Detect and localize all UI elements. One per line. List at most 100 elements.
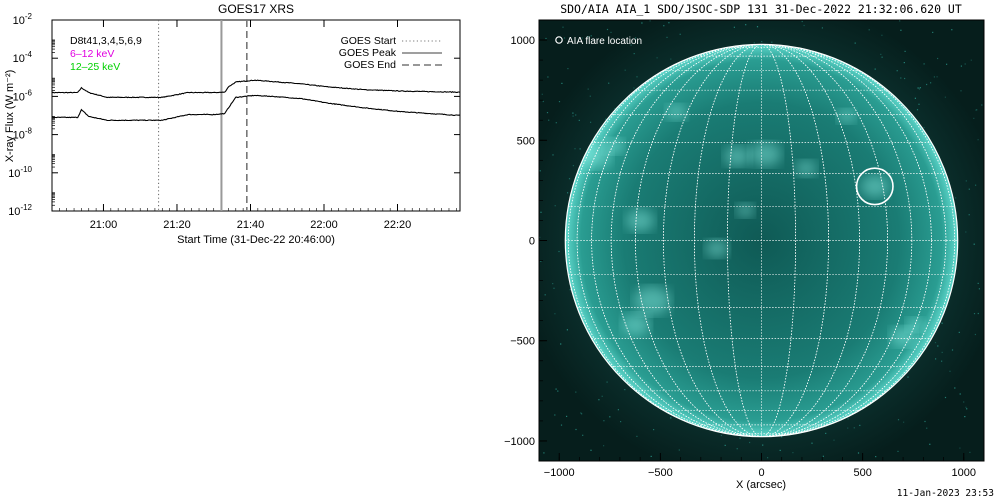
noise-speck — [933, 76, 935, 78]
noise-speck — [581, 37, 583, 39]
noise-speck — [969, 451, 971, 453]
noise-speck — [620, 421, 622, 423]
aia-x-axis-label: X (arcsec) — [736, 479, 786, 491]
solar-limb — [564, 43, 959, 438]
noise-speck — [964, 63, 966, 65]
noise-speck — [739, 437, 741, 439]
noise-speck — [976, 109, 978, 111]
noise-speck — [540, 211, 542, 213]
noise-speck — [946, 63, 948, 65]
noise-speck — [868, 29, 870, 31]
noise-speck — [656, 57, 658, 59]
noise-speck — [663, 25, 665, 27]
noise-speck — [899, 20, 901, 22]
goes-x-axis-label: Start Time (31-Dec-22 20:46:00) — [177, 234, 335, 246]
noise-speck — [548, 119, 550, 121]
noise-speck — [566, 329, 568, 331]
noise-speck — [617, 409, 619, 411]
noise-speck — [792, 452, 794, 454]
goes-chart-title: GOES17 XRS — [218, 2, 294, 16]
noise-speck — [934, 342, 937, 344]
noise-speck — [833, 439, 835, 441]
noise-speck — [919, 87, 921, 89]
noise-speck — [881, 56, 883, 58]
noise-speck — [572, 165, 574, 167]
noise-speck — [749, 441, 751, 444]
noise-speck — [733, 26, 735, 28]
noise-speck — [553, 287, 555, 289]
noise-speck — [557, 390, 559, 392]
noise-speck — [944, 96, 946, 98]
noise-speck — [951, 29, 953, 31]
noise-speck — [958, 331, 960, 333]
noise-speck — [924, 420, 926, 423]
noise-speck — [977, 282, 979, 284]
noise-speck — [567, 192, 569, 194]
noise-speck — [900, 77, 902, 79]
noise-speck — [762, 444, 764, 446]
noise-speck — [606, 381, 608, 383]
noise-speck — [610, 31, 612, 33]
noise-speck — [603, 445, 605, 447]
noise-speck — [941, 360, 943, 362]
noise-speck — [981, 104, 983, 106]
active-region-glow — [705, 239, 729, 258]
noise-speck — [803, 24, 805, 27]
aia-x-tick-label: 500 — [853, 467, 871, 479]
noise-speck — [973, 117, 975, 119]
noise-speck — [753, 42, 755, 44]
noise-speck — [854, 42, 856, 44]
noise-speck — [897, 419, 900, 421]
noise-speck — [555, 388, 557, 390]
goes-xrs-chart: GOES17 XRS 10-210-410-610-810-1010-1221:… — [4, 2, 461, 246]
noise-speck — [964, 416, 966, 418]
aia-y-tick-label: 0 — [529, 236, 535, 248]
longitude-line — [727, 44, 796, 437]
noise-speck — [968, 188, 970, 190]
noise-speck — [608, 82, 610, 84]
noise-speck — [937, 345, 939, 347]
noise-speck — [801, 20, 803, 23]
noise-speck — [547, 76, 549, 78]
longitude-line — [610, 44, 913, 437]
noise-speck — [582, 434, 584, 436]
noise-speck — [569, 289, 571, 291]
noise-speck — [736, 448, 738, 450]
noise-speck — [560, 424, 563, 426]
goes-series-line — [52, 94, 461, 122]
noise-speck — [977, 139, 979, 141]
noise-speck — [641, 22, 643, 24]
noise-speck — [923, 126, 925, 129]
noise-speck — [917, 87, 919, 89]
noise-speck — [959, 393, 961, 395]
noise-speck — [767, 457, 769, 459]
noise-speck — [916, 109, 919, 111]
noise-speck — [545, 37, 547, 40]
aia-y-tick-label: −1000 — [504, 436, 535, 448]
noise-speck — [552, 154, 554, 156]
aia-x-tick-label: 1000 — [952, 467, 976, 479]
active-region-glow — [749, 142, 782, 167]
noise-speck — [968, 214, 970, 216]
noise-speck — [949, 370, 951, 372]
noise-speck — [903, 421, 905, 423]
noise-speck — [944, 396, 947, 399]
active-region-glow — [603, 138, 625, 155]
noise-speck — [668, 22, 670, 24]
noise-speck — [590, 449, 592, 451]
noise-speck — [903, 62, 905, 64]
active-region-glow — [666, 104, 688, 121]
noise-speck — [975, 109, 977, 111]
goes-y-tick-label: 10-10 — [8, 165, 32, 180]
noise-speck — [724, 444, 726, 446]
noise-speck — [636, 435, 638, 437]
noise-speck — [540, 260, 542, 262]
noise-speck — [603, 420, 605, 422]
noise-speck — [918, 88, 920, 90]
noise-speck — [543, 452, 545, 454]
noise-speck — [630, 44, 632, 46]
aia-y-tick-label: 500 — [517, 135, 535, 147]
noise-speck — [552, 283, 554, 285]
noise-speck — [558, 101, 561, 103]
noise-speck — [624, 69, 626, 71]
